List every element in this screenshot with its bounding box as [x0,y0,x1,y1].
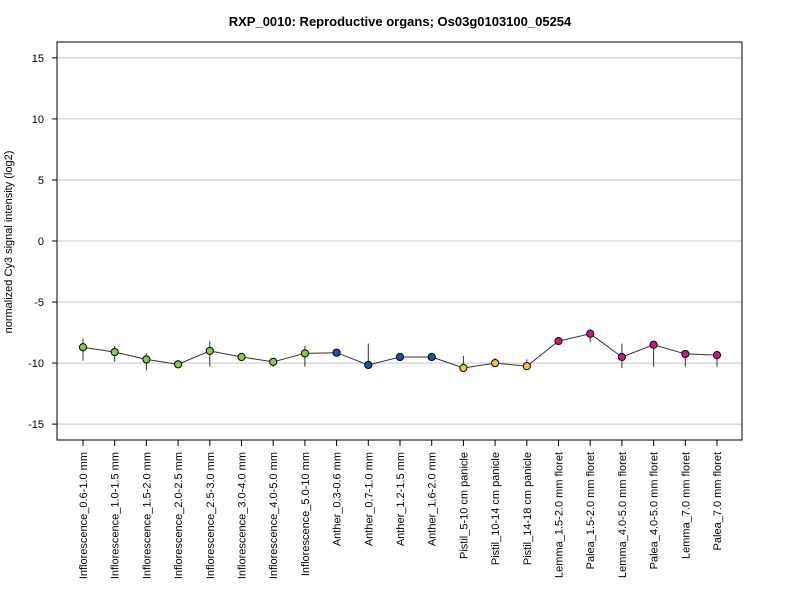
y-tick-label: -5 [34,297,44,309]
x-tick-label: Lemma_7.0 mm floret [680,452,692,559]
data-point [110,347,119,357]
data-point [237,352,246,362]
x-tick-label: Inflorescence_1.5-2.0 mm [141,452,153,579]
plot-frame [56,41,743,441]
gridlines [57,57,742,425]
x-tick-label: Lemma_1.5-2.0 mm floret [554,452,566,578]
x-tick-label: Inflorescence_2.0-2.5 mm [173,452,185,579]
x-tick-label: Anther_0.3-0.6 mm [332,452,344,546]
x-tick-label: Pistil_14-18 cm panicle [522,452,534,565]
x-tick-label: Anther_1.6-2.0 mm [427,452,439,546]
data-point [712,351,722,360]
x-tick-label: Anther_0.7-1.0 mm [363,452,375,546]
data-point [269,357,278,366]
data-point [395,352,405,362]
data-point [364,360,373,370]
data-point [459,363,468,373]
x-axis: Inflorescence_0.6-1.0 mm Inflorescence_1.… [78,440,724,579]
data-point [586,329,595,338]
x-tick-label: Lemma_4.0-5.0 mm floret [617,452,629,578]
x-tick-label: Palea_1.5-2.0 mm floret [585,452,597,569]
y-tick-label: 10 [32,114,44,126]
y-tick-label: 15 [32,53,44,65]
x-tick-label: Inflorescence_1.0-1.5 mm [110,452,122,579]
y-axis: -15 -10 -5 0 5 10 15 [28,53,57,431]
chart-title: RXP_0010: Reproductive organs; Os03g0103… [229,14,572,29]
data-point [332,348,341,357]
data-point [205,346,214,355]
data-point [522,362,531,371]
x-tick-label: Inflorescence_3.0-4.0 mm [237,452,249,579]
data-point [174,360,183,369]
y-tick-label: -10 [28,358,44,370]
data-points [78,329,722,373]
data-point [491,358,500,368]
y-tick-label: -15 [28,419,44,431]
data-point [681,349,690,359]
data-point [554,337,563,346]
data-point [649,340,658,349]
data-point [142,355,151,364]
x-tick-label: Palea_4.0-5.0 mm floret [649,452,661,569]
x-tick-label: Pistil_5-10 cm panicle [458,452,470,559]
x-tick-label: Anther_1.2-1.5 mm [395,452,407,546]
y-axis-label: normalized Cy3 signal intensity (log2) [3,151,15,334]
x-tick-label: Inflorescence_4.0-5.0 mm [268,452,280,579]
x-tick-label: Inflorescence_0.6-1.0 mm [78,452,90,579]
y-tick-label: 0 [38,236,44,248]
data-point [617,352,627,362]
x-tick-label: Inflorescence_2.5-3.0 mm [205,452,217,579]
data-point [427,352,436,362]
data-point [78,343,88,352]
x-tick-label: Palea_7.0 mm floret [712,452,724,550]
x-tick-label: Pistil_10-14 cm panicle [490,452,502,565]
data-point [300,349,309,358]
y-tick-label: 5 [38,175,44,187]
x-tick-label: Inflorescence_5.0-10 mm [300,452,312,576]
